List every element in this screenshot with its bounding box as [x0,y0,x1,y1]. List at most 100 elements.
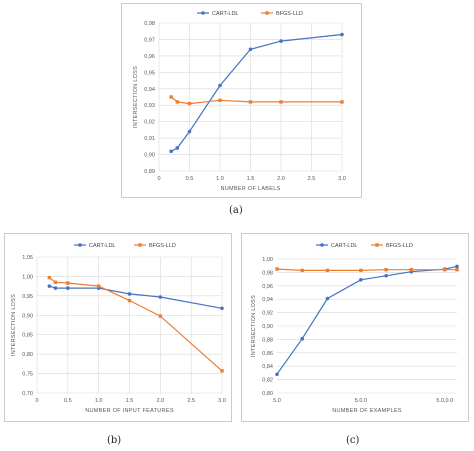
y-tick-label: 0,96 [144,54,155,60]
y-tick-label: 0,80 [22,352,33,358]
data-point [47,284,52,288]
x-tick-label: 1.0 [216,176,224,182]
data-point [175,100,179,104]
data-point [275,267,279,271]
legend-label: CART-LDL [89,243,116,249]
y-tick-label: 0,90 [262,324,273,330]
data-point [220,369,224,373]
x-tick-label: 1.5 [126,398,134,404]
data-point [455,268,459,272]
data-point [275,372,279,377]
chart-frame [241,233,469,422]
data-point [359,268,363,273]
data-point [359,277,363,282]
legend-label: BFGS-LLD [276,11,303,17]
data-point [218,98,222,102]
x-tick-label: 2.0 [157,398,165,404]
data-point [175,146,180,150]
chart-frame [4,233,232,422]
panel-label-c: (c) [346,435,360,446]
x-tick-label: 3.0 [338,176,346,182]
data-point [279,100,283,104]
data-point [96,284,101,288]
data-point [158,295,163,299]
data-point [340,32,344,37]
x-tick-label: 2.5 [308,176,316,182]
series-line-2 [276,268,457,272]
y-tick-label: 0,70 [22,391,33,397]
y-tick-label: 0,92 [144,120,155,126]
legend-marker [320,243,324,247]
data-point [66,286,70,290]
y-tick-label: 0,93 [144,103,155,109]
legend-marker [201,11,205,15]
x-tick-label: 0.5 [64,398,72,404]
data-point [443,268,447,272]
x-tick-label: 1.0 [95,398,103,404]
y-tick-label: 0,90 [22,313,33,319]
legend-marker [375,243,379,247]
y-tick-label: 0,94 [144,87,155,93]
data-point [300,268,304,273]
y-tick-label: 0,94 [262,297,273,303]
y-tick-label: 0,82 [262,378,273,384]
data-point [66,281,70,285]
x-tick-label: 0 [157,176,160,182]
data-point [187,101,192,106]
y-tick-label: 1,00 [262,257,273,263]
data-point [300,336,305,341]
data-point [455,264,459,269]
x-tick-label: 5.0 [273,398,281,404]
y-tick-label: 0,88 [262,337,273,343]
legend-label: BFGS-LLD [386,243,413,249]
y-tick-label: 0,86 [262,351,273,357]
y-tick-label: 0,90 [144,153,155,159]
y-axis-title: INTERSECTION LOSS [133,66,139,128]
y-tick-label: 1,05 [22,255,33,261]
y-tick-label: 0,91 [144,136,155,142]
data-point [325,296,330,301]
legend-label: CART-LDL [331,243,358,249]
x-tick-label: 2.5 [187,398,195,404]
x-tick-label: 1.5 [247,176,255,182]
data-point [340,100,344,104]
x-tick-label: 0.5 [186,176,194,182]
y-tick-label: 0,97 [144,37,155,43]
y-tick-label: 0,89 [144,169,155,175]
x-axis-title: NUMBER OF INPUT FEATURES [85,408,174,414]
data-point [409,268,414,272]
x-tick-label: 2.0 [277,176,285,182]
y-tick-label: 0,84 [262,364,273,370]
legend-marker [78,243,82,247]
panel-label-b: (b) [107,435,122,446]
legend-label: CART-LDL [212,11,239,17]
legend-marker [265,11,269,15]
x-tick-label: 0 [35,398,38,404]
chart-frame [121,3,362,198]
x-tick-label: 5.0.0 [355,398,367,404]
y-tick-label: 0,75 [22,372,33,378]
data-point [127,292,132,296]
x-axis-title: NUMBER OF EXAMPLES [332,408,402,414]
legend-marker [138,243,142,247]
data-point [127,298,132,303]
data-point [325,268,330,273]
data-point [47,275,52,280]
chart-b: 0,70 0,75 0,80 0,85 0,90 0,95 1,00 1,05 0 0.5 1.0 1… [4,233,232,422]
y-tick-label: 0,95 [22,294,33,300]
chart-a: 0,89 0,90 0,91 0,92 0,93 0,94 0,95 0,96 0,97 0,98… [121,3,362,198]
data-point [248,100,253,104]
y-tick-label: 0,95 [144,70,155,76]
y-axis-title: INTERSECTION LOSS [11,294,17,356]
data-point [53,286,58,290]
y-tick-label: 0,80 [262,391,273,397]
data-point [169,95,173,99]
x-tick-label: 5.0.0.0 [436,398,453,404]
y-tick-label: 0,96 [262,284,273,290]
x-axis-title: NUMBER OF LABELS [220,186,280,192]
y-tick-label: 1,00 [22,274,33,280]
data-point [169,149,173,154]
panel-label-a: (a) [229,205,243,216]
data-point [384,268,388,272]
legend-label: BFGS-LLD [149,243,176,249]
